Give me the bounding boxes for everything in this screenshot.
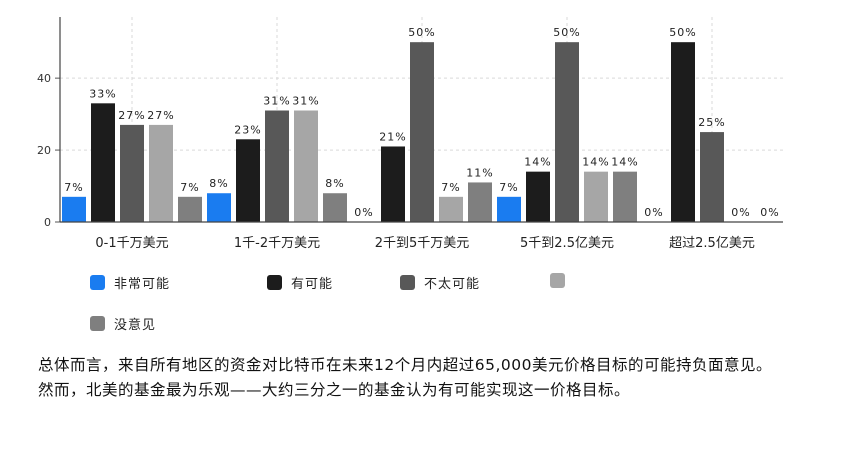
- x-tick-label: 5千到2.5亿美元: [520, 236, 614, 251]
- axes: 0 20 40 0-1千万美元 1千-2千万美元 2千到5千万美元 5千到2.5亿美元 超过2…: [37, 17, 783, 251]
- bar: [178, 196, 202, 222]
- bar: [700, 132, 724, 222]
- data-label: 31%: [263, 95, 290, 108]
- bar: [62, 196, 86, 222]
- data-label: 50%: [408, 26, 435, 39]
- bar: [613, 171, 637, 222]
- bar: [381, 146, 405, 222]
- bar-chart: 7%33%27% 27%7% 8%23%31% 31%8%0%21%50%7%11%7…: [37, 17, 783, 251]
- legend-label: 不太可能: [424, 277, 481, 292]
- data-label: 7%: [64, 181, 83, 194]
- x-tick-label: 1千-2千万美元: [234, 236, 320, 251]
- data-label: 27%: [118, 109, 145, 122]
- bar: [294, 110, 318, 222]
- legend-item-unnamed: [550, 273, 574, 288]
- data-label: 0%: [644, 206, 663, 219]
- commentary-line-1: 总体而言，来自所有地区的资金对比特币在未来12个月内超过65,000美元价格目标…: [38, 356, 772, 374]
- data-label: 27%: [147, 109, 174, 122]
- data-label: 7%: [499, 181, 518, 194]
- legend-label: 没意见: [114, 318, 157, 333]
- x-tick-label: 超过2.5亿美元: [669, 236, 755, 251]
- legend-label: 非常可能: [114, 277, 171, 292]
- data-label: 7%: [180, 181, 199, 194]
- bar: [91, 103, 115, 222]
- data-label: 14%: [582, 156, 609, 169]
- commentary-text: 总体而言，来自所有地区的资金对比特币在未来12个月内超过65,000美元价格目标…: [38, 353, 828, 403]
- data-label: 11%: [466, 166, 493, 179]
- bar: [468, 182, 492, 222]
- legend-swatch: [90, 316, 105, 331]
- data-label: 25%: [698, 116, 725, 129]
- commentary-line-2: 然而，北美的基金最为乐观——大约三分之一的基金认为有可能实现这一价格目标。: [38, 381, 631, 399]
- bar: [236, 139, 260, 222]
- bar: [526, 171, 550, 222]
- legend-swatch: [550, 273, 565, 288]
- y-tick-label: 0: [44, 216, 51, 229]
- data-label: 14%: [611, 156, 638, 169]
- bar: [671, 42, 695, 222]
- data-label: 8%: [325, 177, 344, 190]
- bar: [207, 193, 231, 222]
- x-tick-label: 0-1千万美元: [95, 236, 168, 251]
- data-label: 14%: [524, 156, 551, 169]
- legend-item-likely: 有可能: [267, 273, 333, 292]
- legend-item-very-likely: 非常可能: [90, 273, 170, 292]
- x-tick-label: 2千到5千万美元: [375, 236, 470, 251]
- bars: [62, 42, 724, 222]
- bar: [555, 42, 579, 222]
- data-label: 7%: [441, 181, 460, 194]
- legend-swatch: [267, 275, 282, 290]
- bar: [149, 124, 173, 222]
- bar: [497, 196, 521, 222]
- data-label: 23%: [234, 123, 261, 136]
- bar: [120, 124, 144, 222]
- data-label: 21%: [379, 130, 406, 143]
- legend-label: 有可能: [291, 277, 334, 292]
- data-label: 0%: [354, 206, 373, 219]
- data-label: 31%: [292, 95, 319, 108]
- bar: [265, 110, 289, 222]
- legend-swatch: [90, 275, 105, 290]
- data-label: 0%: [760, 206, 779, 219]
- y-tick-label: 40: [37, 72, 51, 85]
- legend-item-unlikely: 不太可能: [400, 273, 480, 292]
- data-labels: 7%33%27% 27%7% 8%23%31% 31%8%0%21%50%7%11%7…: [64, 26, 779, 219]
- legend-swatch: [400, 275, 415, 290]
- bar: [323, 193, 347, 222]
- data-label: 50%: [669, 26, 696, 39]
- bar: [584, 171, 608, 222]
- data-label: 8%: [209, 177, 228, 190]
- data-label: 50%: [553, 26, 580, 39]
- data-label: 0%: [731, 206, 750, 219]
- data-label: 33%: [89, 87, 116, 100]
- bar: [439, 196, 463, 222]
- bar: [410, 42, 434, 222]
- legend-item-no-opinion: 没意见: [90, 314, 156, 333]
- y-tick-label: 20: [37, 144, 51, 157]
